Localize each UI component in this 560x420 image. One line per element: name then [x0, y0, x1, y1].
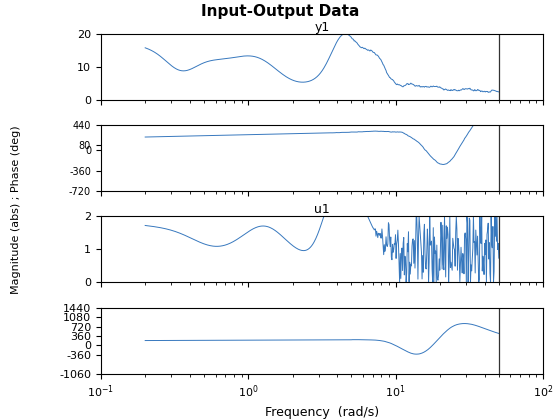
X-axis label: Frequency  (rad/s): Frequency (rad/s)	[265, 406, 379, 419]
Title: y1: y1	[314, 21, 330, 34]
Text: Magnitude (abs) ; Phase (deg): Magnitude (abs) ; Phase (deg)	[11, 126, 21, 294]
Title: u1: u1	[314, 203, 330, 216]
Text: Input-Output Data: Input-Output Data	[201, 4, 359, 19]
